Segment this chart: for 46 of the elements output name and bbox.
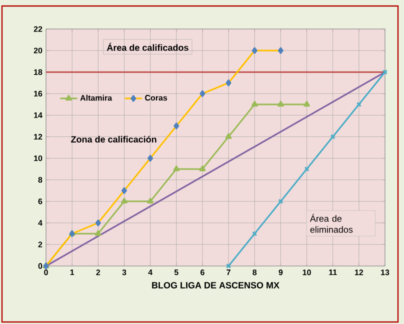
legend-label: Coras (145, 94, 168, 101)
y-tick-label: 4 (38, 220, 42, 226)
y-tick-label: 10 (34, 155, 42, 162)
point (304, 100, 310, 107)
x-tick-label: 10 (302, 270, 311, 276)
x-tick-label: 0 (44, 270, 48, 276)
x-tick-label: 9 (278, 270, 283, 276)
x-tick-label: 7 (226, 270, 230, 276)
point (147, 198, 154, 204)
x-tick-label: 6 (200, 270, 204, 276)
y-tick-label: 14 (34, 112, 42, 118)
x-tick-label: 11 (329, 270, 337, 276)
x-axis-title: BLOG LIGA DE ASCENSO MX (152, 282, 280, 288)
point (225, 133, 232, 139)
x-tick-label: 3 (122, 270, 126, 276)
y-tick-label: 20 (34, 48, 42, 54)
y-tick-label: 8 (38, 176, 42, 183)
x-tick-label: 4 (148, 270, 152, 276)
point (173, 165, 180, 172)
y-tick-label: 6 (38, 198, 42, 204)
point (94, 230, 102, 236)
annotation: Zona de calificación (71, 136, 156, 143)
legend-label: Altamira (80, 94, 112, 101)
point (356, 102, 362, 107)
point (251, 100, 258, 107)
point (277, 100, 284, 107)
x-tick-label: 8 (252, 270, 257, 276)
y-tick-label: 16 (34, 90, 42, 96)
x-tick-label: 13 (381, 270, 390, 276)
y-tick-label: 22 (34, 26, 42, 32)
x-tick-label: 12 (354, 270, 364, 276)
point (199, 165, 206, 172)
x-tick-label: 2 (96, 270, 100, 276)
x-tick-label: 5 (174, 270, 178, 276)
y-tick-label: 12 (34, 134, 42, 140)
annotation: Área de eliminados (310, 214, 353, 233)
point (121, 198, 128, 204)
point (252, 231, 258, 236)
point (304, 166, 310, 172)
y-tick-label: 2 (38, 242, 42, 248)
x-tick-label: 1 (70, 270, 74, 276)
y-tick-label: 0 (38, 263, 42, 269)
point (330, 134, 336, 140)
y-tick-label: 18 (34, 69, 42, 75)
point (278, 198, 284, 204)
annotation: Área de calificados (106, 42, 188, 51)
